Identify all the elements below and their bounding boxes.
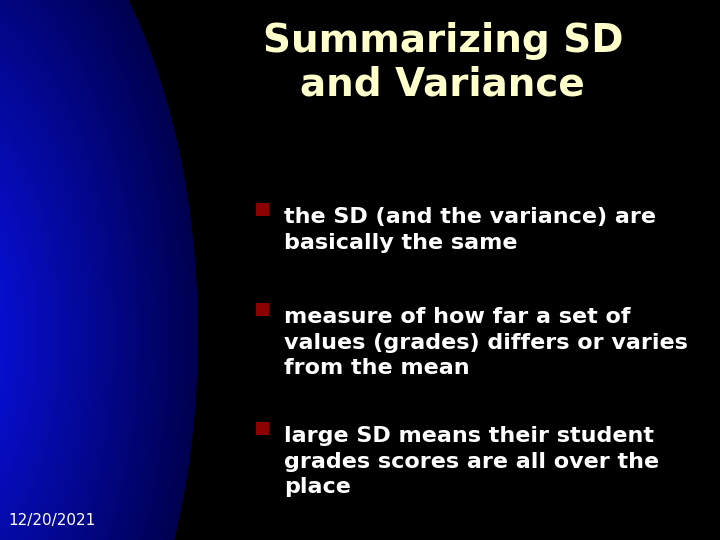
Ellipse shape [0,0,188,540]
Ellipse shape [0,198,2,472]
Ellipse shape [0,0,158,540]
Ellipse shape [0,0,148,540]
Bar [256,303,269,316]
Ellipse shape [0,29,94,540]
Ellipse shape [0,0,140,540]
Ellipse shape [0,48,84,540]
Ellipse shape [0,123,42,540]
Text: large SD means their student
grades scores are all over the
place: large SD means their student grades scor… [284,426,660,497]
Bar [256,422,269,435]
Ellipse shape [0,172,16,497]
Ellipse shape [0,0,168,540]
Ellipse shape [0,166,19,503]
Ellipse shape [0,0,184,540]
Ellipse shape [0,60,76,540]
Ellipse shape [0,141,32,528]
Ellipse shape [0,0,114,540]
Ellipse shape [0,0,127,540]
Text: Summarizing SD
and Variance: Summarizing SD and Variance [263,22,623,104]
Ellipse shape [0,23,96,540]
Ellipse shape [0,0,150,540]
Ellipse shape [0,0,174,540]
Ellipse shape [0,16,100,540]
Ellipse shape [0,154,26,516]
Ellipse shape [0,0,198,540]
Ellipse shape [0,0,181,540]
Ellipse shape [0,0,134,540]
Ellipse shape [0,0,192,540]
Ellipse shape [0,35,90,540]
Ellipse shape [0,0,120,540]
Ellipse shape [0,135,36,535]
Ellipse shape [0,85,63,540]
Ellipse shape [0,0,124,540]
Ellipse shape [0,147,30,522]
Ellipse shape [0,129,40,540]
Ellipse shape [0,0,110,540]
Ellipse shape [0,0,171,540]
Ellipse shape [0,0,194,540]
Ellipse shape [0,79,66,540]
Ellipse shape [0,179,12,491]
Ellipse shape [0,160,22,510]
Ellipse shape [0,0,130,540]
Ellipse shape [0,0,117,540]
Text: 12/20/2021: 12/20/2021 [9,513,96,528]
Ellipse shape [0,4,107,540]
Ellipse shape [0,0,164,540]
Ellipse shape [0,191,6,478]
Ellipse shape [0,0,138,540]
Ellipse shape [0,98,56,540]
Ellipse shape [0,0,144,540]
Ellipse shape [0,0,154,540]
Text: measure of how far a set of
values (grades) differs or varies
from the mean: measure of how far a set of values (grad… [284,307,688,379]
Ellipse shape [0,54,80,540]
Ellipse shape [0,0,161,540]
Text: the SD (and the variance) are
basically the same: the SD (and the variance) are basically … [284,207,657,253]
Ellipse shape [0,72,70,540]
Ellipse shape [0,10,104,540]
Ellipse shape [0,110,50,540]
Ellipse shape [0,104,53,540]
Ellipse shape [0,116,46,540]
Ellipse shape [0,42,86,540]
Bar [256,203,269,216]
Ellipse shape [0,185,9,485]
Ellipse shape [0,91,60,540]
Ellipse shape [0,0,178,540]
Ellipse shape [0,66,73,540]
